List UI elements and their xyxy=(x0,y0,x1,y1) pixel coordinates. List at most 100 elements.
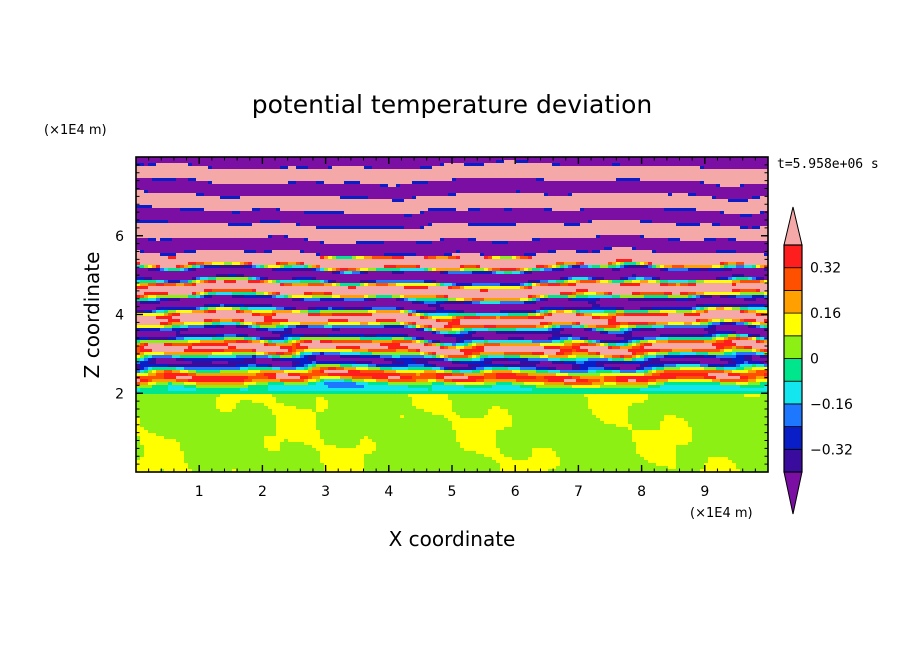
contour-cell xyxy=(636,169,641,173)
contour-cell xyxy=(548,157,553,161)
contour-cell xyxy=(584,172,589,176)
contour-cell xyxy=(220,160,225,164)
contour-cell xyxy=(524,169,529,173)
contour-cell xyxy=(596,172,601,176)
contour-cell xyxy=(736,172,741,176)
contour-cell xyxy=(696,160,701,164)
contour-cell xyxy=(252,157,257,161)
contour-cell xyxy=(504,172,509,176)
contour-cell xyxy=(616,166,621,170)
contour-cell xyxy=(528,163,533,167)
contour-cell xyxy=(156,169,161,173)
contour-cell xyxy=(532,163,537,167)
contour-cell xyxy=(536,169,541,173)
contour-cell xyxy=(200,163,205,167)
contour-cell xyxy=(300,169,305,173)
y-unit-label: (×1E4 m) xyxy=(44,123,107,138)
contour-cell xyxy=(440,166,445,170)
contour-cell xyxy=(528,157,533,161)
contour-cell xyxy=(700,169,705,173)
contour-cell xyxy=(424,166,429,170)
contour-cell xyxy=(316,166,321,170)
contour-cell xyxy=(424,169,429,173)
time-label: t=5.958e+06 s xyxy=(777,157,879,172)
contour-cell xyxy=(628,169,633,173)
contour-cell xyxy=(216,157,221,161)
contour-cell xyxy=(456,157,461,161)
contour-cell xyxy=(336,169,341,173)
contour-cell xyxy=(308,160,313,164)
contour-cell xyxy=(472,166,477,170)
contour-cell xyxy=(540,160,545,164)
contour-cell xyxy=(540,157,545,161)
contour-cell xyxy=(308,172,313,176)
contour-cell xyxy=(432,172,437,176)
contour-cell xyxy=(356,160,361,164)
contour-cell xyxy=(224,157,229,161)
contour-cell xyxy=(248,172,253,176)
contour-cell xyxy=(688,166,693,170)
contour-cell xyxy=(664,172,669,176)
contour-cell xyxy=(208,157,213,161)
contour-cell xyxy=(424,160,429,164)
contour-cell xyxy=(724,157,729,161)
contour-cell xyxy=(288,169,293,173)
contour-cell xyxy=(724,169,729,173)
contour-cell xyxy=(300,160,305,164)
contour-cell xyxy=(420,157,425,161)
contour-cell xyxy=(280,160,285,164)
contour-cell xyxy=(356,172,361,176)
contour-cell xyxy=(536,163,541,167)
contour-cell xyxy=(284,163,289,167)
contour-cell xyxy=(456,169,461,173)
contour-cell xyxy=(212,160,217,164)
contour-cell xyxy=(588,166,593,170)
contour-cell xyxy=(576,163,581,167)
contour-cell xyxy=(384,172,389,176)
contour-cell xyxy=(352,157,357,161)
contour-cell xyxy=(420,166,425,170)
contour-cell xyxy=(512,157,517,161)
contour-cell xyxy=(608,163,613,167)
contour-cell xyxy=(508,160,513,164)
contour-cell xyxy=(152,169,157,173)
contour-cell xyxy=(372,169,377,173)
contour-cell xyxy=(672,166,677,170)
contour-cell xyxy=(396,166,401,170)
contour-cell xyxy=(284,172,289,176)
contour-cell xyxy=(448,160,453,164)
contour-cell xyxy=(408,166,413,170)
contour-cell xyxy=(288,160,293,164)
contour-cell xyxy=(540,163,545,167)
contour-cell xyxy=(248,169,253,173)
contour-cell xyxy=(164,160,169,164)
contour-cell xyxy=(180,160,185,164)
contour-cell xyxy=(408,169,413,173)
contour-cell xyxy=(432,163,437,167)
contour-cell xyxy=(620,172,625,176)
contour-cell xyxy=(624,166,629,170)
contour-cell xyxy=(748,172,753,176)
contour-cell xyxy=(368,169,373,173)
contour-cell xyxy=(612,157,617,161)
contour-cell xyxy=(544,166,549,170)
contour-cell xyxy=(220,163,225,167)
contour-cell xyxy=(700,166,705,170)
contour-cell xyxy=(296,163,301,167)
contour-cell xyxy=(168,157,173,161)
contour-cell xyxy=(676,160,681,164)
contour-cell xyxy=(232,172,237,176)
contour-cell xyxy=(648,157,653,161)
contour-cell xyxy=(544,163,549,167)
contour-cell xyxy=(532,160,537,164)
contour-cell xyxy=(432,166,437,170)
contour-cell xyxy=(204,172,209,176)
contour-cell xyxy=(304,172,309,176)
contour-cell xyxy=(760,163,765,167)
contour-cell xyxy=(264,172,269,176)
contour-cell xyxy=(220,169,225,173)
contour-cell xyxy=(396,160,401,164)
contour-cell xyxy=(460,160,465,164)
contour-cell xyxy=(496,172,501,176)
contour-cell xyxy=(344,166,349,170)
